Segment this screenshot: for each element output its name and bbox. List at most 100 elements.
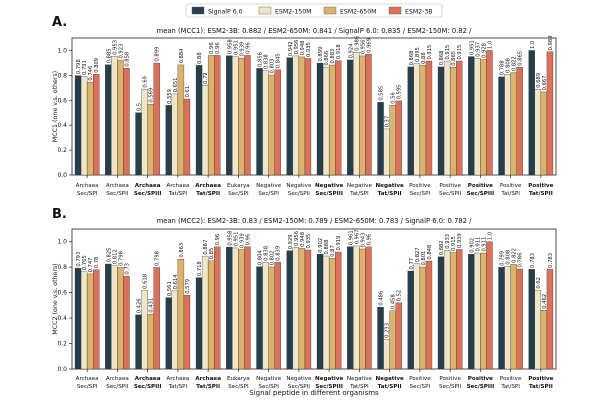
bar bbox=[437, 66, 445, 176]
bar-value-label: 0.809 bbox=[94, 58, 100, 73]
legend-label: SignalP 6.0 bbox=[208, 9, 243, 16]
bar bbox=[165, 105, 172, 176]
bar-value-label: 0.72 bbox=[203, 72, 209, 84]
panel-label: B. bbox=[52, 207, 67, 222]
bar-value-label: 0.96 bbox=[245, 42, 251, 54]
y-tick-label: 1.0 bbox=[57, 47, 67, 54]
x-tick-label: Sec/SPII bbox=[288, 191, 311, 197]
y-tick-label: 0.8 bbox=[57, 264, 67, 271]
bar bbox=[389, 105, 396, 176]
legend: SignalP 6.0 ESM2-150M ESM2-650M ESM2-3B bbox=[185, 3, 443, 18]
y-tick-label: 0.4 bbox=[57, 122, 67, 129]
y-tick-label: 0.6 bbox=[57, 97, 67, 104]
y-tick-label: 0.2 bbox=[57, 341, 67, 348]
bar-value-label: 0.798 bbox=[118, 251, 124, 266]
bar-value-label: 0.958 bbox=[227, 231, 233, 246]
plot-frame bbox=[71, 37, 557, 176]
bar-value-label: 1.0 bbox=[487, 41, 493, 49]
x-tick-label: Tat/SPII bbox=[378, 191, 402, 197]
bar-value-label: 0.967 bbox=[354, 230, 360, 245]
bar-value-label: 0.37 bbox=[385, 116, 391, 128]
bar-value-label: 0.559 bbox=[167, 89, 173, 104]
x-tick-label: Sec/SPI bbox=[410, 191, 431, 197]
x-tick-label: Archaea bbox=[76, 183, 99, 189]
bar-value-label: 0.956 bbox=[294, 40, 300, 55]
bar bbox=[419, 65, 427, 176]
bar-value-label: 0.888 bbox=[324, 240, 330, 255]
bar-value-label: 0.783 bbox=[530, 253, 536, 268]
bar bbox=[480, 59, 487, 176]
bar bbox=[183, 98, 191, 176]
bar-value-label: 1.0 bbox=[487, 232, 493, 240]
panel-title: mean (MCC2): ESM2-3B: 0.83 / ESM2-150M: … bbox=[157, 217, 473, 225]
bar bbox=[347, 246, 354, 370]
y-tick-label: 0.8 bbox=[57, 72, 67, 79]
bar-value-label: 0.863 bbox=[179, 243, 185, 258]
x-tick-label: Positive bbox=[409, 183, 431, 189]
bar-value-label: 0.96 bbox=[209, 42, 215, 54]
bar-value-label: 0.989 bbox=[548, 35, 554, 50]
bar-value-label: 0.951 bbox=[233, 232, 239, 247]
bar-value-label: 0.924 bbox=[348, 43, 354, 59]
bar bbox=[214, 55, 221, 176]
x-tick-label: Positive bbox=[468, 376, 493, 382]
legend-label: ESM2-150M bbox=[275, 9, 312, 16]
x-tick-label: Sec/SPIII bbox=[134, 191, 162, 197]
bar bbox=[153, 267, 160, 370]
y-tick-label: 0.4 bbox=[57, 315, 67, 322]
bar-value-label: 0.822 bbox=[512, 56, 518, 71]
plot-frame bbox=[71, 228, 557, 370]
bar bbox=[292, 55, 300, 176]
bar bbox=[93, 269, 100, 370]
x-tick-label: Tat/SPI bbox=[168, 384, 188, 390]
bar bbox=[74, 267, 82, 370]
bar-value-label: 0.77 bbox=[409, 258, 415, 270]
bar bbox=[244, 55, 251, 176]
x-tick-label: Positive bbox=[500, 183, 522, 189]
bar-value-label: 0.96 bbox=[245, 234, 251, 246]
panel-label: A. bbox=[52, 15, 67, 30]
bar-value-label: 0.937 bbox=[475, 42, 481, 57]
x-tick-label: Positive bbox=[500, 376, 522, 382]
bar-value-label: 0.838 bbox=[264, 54, 270, 69]
x-tick-label: Negative bbox=[286, 183, 312, 189]
bar-value-label: 0.939 bbox=[239, 42, 245, 57]
bar-value-label: 0.858 bbox=[124, 52, 130, 67]
bar bbox=[256, 266, 263, 370]
bar-value-label: 0.838 bbox=[264, 246, 270, 261]
bar-value-label: 0.884 bbox=[179, 48, 185, 64]
bar bbox=[177, 64, 185, 176]
bar-value-label: 0.69 bbox=[143, 76, 149, 88]
bar-value-label: 0.56 bbox=[391, 92, 397, 104]
bar bbox=[510, 264, 517, 370]
bar bbox=[298, 56, 306, 176]
bar-value-label: 0.951 bbox=[233, 40, 239, 55]
bar bbox=[528, 269, 536, 370]
bar bbox=[546, 269, 554, 370]
bar bbox=[147, 103, 154, 176]
bar bbox=[105, 64, 112, 176]
bar bbox=[86, 81, 94, 176]
y-tick-label: 1.0 bbox=[57, 239, 67, 246]
bar bbox=[389, 310, 396, 370]
bar bbox=[486, 241, 493, 370]
bar bbox=[395, 302, 402, 370]
bar bbox=[80, 76, 88, 176]
bar-value-label: 0.618 bbox=[143, 274, 149, 289]
legend-swatch bbox=[388, 6, 402, 15]
x-tick-label: Sec/SPI bbox=[228, 191, 249, 197]
bar bbox=[437, 256, 445, 370]
bar bbox=[232, 247, 239, 370]
bar-value-label: 0.928 bbox=[481, 43, 487, 58]
bar bbox=[147, 313, 154, 370]
bar-value-label: 0.868 bbox=[439, 51, 445, 66]
x-tick-label: Archaea bbox=[76, 376, 99, 382]
bar-value-label: 0.866 bbox=[324, 51, 330, 66]
bar bbox=[377, 101, 384, 176]
bar bbox=[443, 60, 451, 176]
x-tick-label: Positive bbox=[468, 183, 493, 189]
bar bbox=[443, 250, 451, 370]
bar-value-label: 0.948 bbox=[300, 41, 306, 56]
x-tick-label: Archaea bbox=[106, 183, 129, 189]
bar-value-label: 0.956 bbox=[294, 231, 300, 246]
